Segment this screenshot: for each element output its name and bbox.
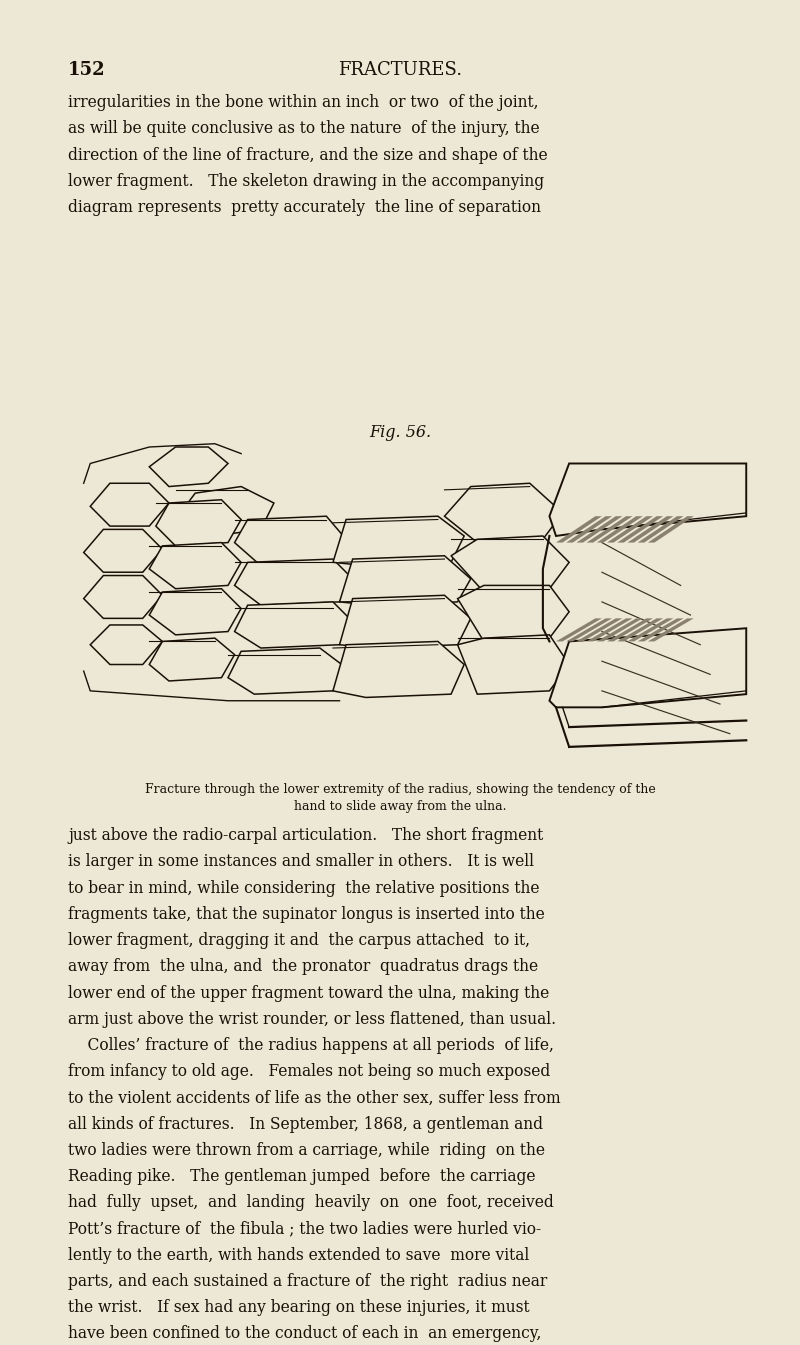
Polygon shape: [586, 516, 633, 542]
Polygon shape: [618, 619, 663, 642]
Text: have been confined to the conduct of each in  an emergency,: have been confined to the conduct of eac…: [68, 1326, 542, 1342]
Text: FRACTURES.: FRACTURES.: [338, 61, 462, 78]
Text: direction of the line of fracture, and the size and shape of the: direction of the line of fracture, and t…: [68, 147, 548, 164]
Polygon shape: [638, 619, 683, 642]
Text: 152: 152: [68, 61, 106, 78]
Polygon shape: [566, 516, 612, 542]
Text: fragments take, that the supinator longus is inserted into the: fragments take, that the supinator longu…: [68, 907, 545, 923]
Text: from infancy to old age.   Females not being so much exposed: from infancy to old age. Females not bei…: [68, 1064, 550, 1080]
Text: to bear in mind, while considering  the relative positions the: to bear in mind, while considering the r…: [68, 880, 539, 897]
Polygon shape: [577, 619, 622, 642]
Polygon shape: [150, 542, 241, 589]
Polygon shape: [607, 619, 653, 642]
Polygon shape: [339, 596, 470, 648]
Polygon shape: [586, 619, 633, 642]
Polygon shape: [607, 516, 653, 542]
Text: had  fully  upset,  and  landing  heavily  on  one  foot, received: had fully upset, and landing heavily on …: [68, 1194, 554, 1212]
Polygon shape: [451, 535, 569, 592]
Text: arm just above the wrist rounder, or less flattened, than usual.: arm just above the wrist rounder, or les…: [68, 1011, 556, 1028]
Polygon shape: [234, 603, 353, 648]
Text: lently to the earth, with hands extended to save  more vital: lently to the earth, with hands extended…: [68, 1247, 530, 1264]
Text: Fracture through the lower extremity of the radius, showing the tendency of the: Fracture through the lower extremity of …: [145, 783, 655, 796]
Polygon shape: [333, 642, 464, 698]
Polygon shape: [638, 516, 683, 542]
Polygon shape: [175, 487, 274, 535]
Text: away from  the ulna, and  the pronator  quadratus drags the: away from the ulna, and the pronator qua…: [68, 959, 538, 975]
Polygon shape: [627, 516, 674, 542]
Polygon shape: [458, 635, 569, 694]
Polygon shape: [550, 628, 746, 707]
Polygon shape: [90, 483, 169, 526]
Polygon shape: [648, 619, 694, 642]
Text: to the violent accidents of life as the other sex, suffer less from: to the violent accidents of life as the …: [68, 1089, 561, 1107]
Polygon shape: [556, 516, 602, 542]
Polygon shape: [234, 516, 346, 566]
Polygon shape: [445, 483, 562, 542]
Polygon shape: [156, 500, 241, 546]
Polygon shape: [648, 516, 694, 542]
Text: just above the radio-carpal articulation.   The short fragment: just above the radio-carpal articulation…: [68, 827, 543, 845]
Text: as will be quite conclusive as to the nature  of the injury, the: as will be quite conclusive as to the na…: [68, 120, 540, 137]
Text: hand to slide away from the ulna.: hand to slide away from the ulna.: [294, 800, 506, 814]
Polygon shape: [597, 516, 642, 542]
Polygon shape: [228, 648, 346, 694]
Polygon shape: [234, 560, 353, 605]
Polygon shape: [550, 464, 746, 535]
Text: lower end of the upper fragment toward the ulna, making the: lower end of the upper fragment toward t…: [68, 985, 550, 1002]
Polygon shape: [90, 625, 162, 664]
Polygon shape: [618, 516, 663, 542]
Polygon shape: [556, 619, 602, 642]
Polygon shape: [150, 447, 228, 487]
Text: lower fragment, dragging it and  the carpus attached  to it,: lower fragment, dragging it and the carp…: [68, 932, 530, 950]
Polygon shape: [150, 589, 241, 635]
Polygon shape: [577, 516, 622, 542]
Text: all kinds of fractures.   In September, 1868, a gentleman and: all kinds of fractures. In September, 18…: [68, 1116, 543, 1132]
Text: lower fragment.   The skeleton drawing in the accompanying: lower fragment. The skeleton drawing in …: [68, 172, 544, 190]
Text: the wrist.   If sex had any bearing on these injuries, it must: the wrist. If sex had any bearing on the…: [68, 1299, 530, 1317]
Polygon shape: [84, 576, 162, 619]
Polygon shape: [150, 638, 234, 681]
Polygon shape: [627, 619, 674, 642]
Polygon shape: [597, 619, 642, 642]
Text: Fig. 56.: Fig. 56.: [369, 424, 431, 441]
Polygon shape: [84, 530, 162, 572]
Text: diagram represents  pretty accurately  the line of separation: diagram represents pretty accurately the…: [68, 199, 541, 217]
Polygon shape: [566, 619, 612, 642]
Text: Reading pike.   The gentleman jumped  before  the carriage: Reading pike. The gentleman jumped befor…: [68, 1167, 535, 1185]
Text: is larger in some instances and smaller in others.   It is well: is larger in some instances and smaller …: [68, 854, 534, 870]
Text: irregularities in the bone within an inch  or two  of the joint,: irregularities in the bone within an inc…: [68, 94, 538, 112]
Polygon shape: [458, 585, 569, 642]
Text: two ladies were thrown from a carriage, while  riding  on the: two ladies were thrown from a carriage, …: [68, 1142, 545, 1159]
Text: Pott’s fracture of  the fibula ; the two ladies were hurled vio-: Pott’s fracture of the fibula ; the two …: [68, 1221, 541, 1237]
Text: Colles’ fracture of  the radius happens at all periods  of life,: Colles’ fracture of the radius happens a…: [68, 1037, 554, 1054]
Polygon shape: [339, 555, 470, 605]
Text: parts, and each sustained a fracture of  the right  radius near: parts, and each sustained a fracture of …: [68, 1272, 547, 1290]
Polygon shape: [333, 516, 464, 566]
